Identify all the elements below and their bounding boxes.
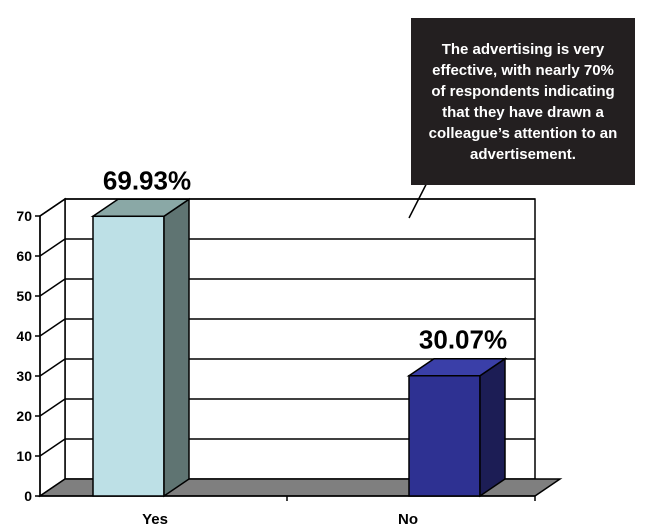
y-tick-label-40: 40: [16, 328, 32, 344]
gridline-50: [39, 278, 535, 297]
bar-front-1: [408, 374, 481, 497]
gridline-30: [39, 358, 535, 377]
bar-side-1: [479, 357, 506, 498]
data-label-0: 69.93%: [103, 165, 191, 195]
bar-yes: [90, 197, 192, 498]
side-wall: [39, 197, 66, 498]
annotation-text: The advertising is very effective, with …: [428, 40, 618, 163]
gridlines: [39, 198, 535, 457]
labels: 69.93% Yes 30.07% No: [103, 165, 507, 528]
y-tick-label-30: 30: [16, 368, 32, 384]
y-axis: 0 10 20 30 40 50 60 70: [16, 208, 536, 504]
data-label-1: 30.07%: [419, 325, 507, 355]
bar-no: [406, 357, 508, 498]
bars: [90, 197, 508, 498]
bar-front-0: [92, 215, 165, 497]
bar-top-1: [406, 357, 508, 377]
y-tick-label-60: 60: [16, 248, 32, 264]
annotation-callout: The advertising is very effective, with …: [411, 18, 635, 185]
gridline-70: [39, 198, 535, 217]
category-label-1: No: [398, 511, 418, 528]
bar-side-0: [163, 197, 190, 498]
y-tick-label-0: 0: [24, 488, 32, 504]
bar-top-0: [90, 198, 192, 218]
gridline-40: [39, 318, 535, 337]
gridline-60: [39, 238, 535, 257]
y-tick-label-10: 10: [16, 448, 32, 464]
y-tick-label-20: 20: [16, 408, 32, 424]
y-tick-label-50: 50: [16, 288, 32, 304]
gridline-20: [39, 398, 535, 417]
y-tick-label-70: 70: [16, 208, 32, 224]
gridline-10: [39, 438, 535, 457]
category-label-0: Yes: [142, 511, 168, 528]
